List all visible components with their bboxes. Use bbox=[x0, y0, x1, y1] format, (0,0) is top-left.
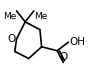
Text: O: O bbox=[7, 34, 16, 44]
Text: Me: Me bbox=[3, 12, 17, 21]
Text: Me: Me bbox=[34, 12, 47, 21]
Text: O: O bbox=[59, 52, 67, 62]
Text: OH: OH bbox=[69, 37, 85, 47]
